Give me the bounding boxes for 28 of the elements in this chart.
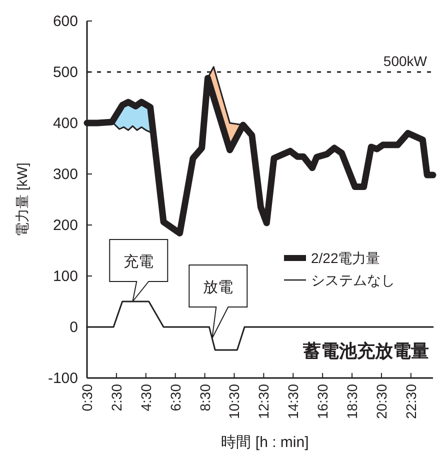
x-tick-label: 22:30 (402, 384, 419, 420)
legend-label: 2/22電力量 (311, 250, 380, 266)
x-tick-label: 8:30 (196, 384, 213, 412)
x-tick-label: 10:30 (226, 384, 242, 420)
y-tick-label: 600 (52, 13, 78, 30)
x-tick-label: 16:30 (314, 384, 331, 420)
x-tick-label: 2:30 (108, 384, 124, 412)
x-axis-title: 時間 [h : min] (221, 434, 309, 451)
x-tick-label: 14:30 (285, 384, 302, 420)
x-tick-label: 4:30 (138, 384, 154, 412)
x-tick-label: 0:30 (79, 384, 95, 412)
y-tick-label: 400 (52, 115, 78, 132)
y-tick-label: 200 (52, 217, 78, 234)
y-tick-label: 300 (52, 166, 78, 183)
x-tick-label: 6:30 (167, 384, 184, 412)
x-tick-label: 12:30 (256, 384, 272, 420)
y-tick-label: 0 (70, 319, 78, 336)
ref-line-label: 500kW (383, 53, 428, 69)
y-tick-label: 100 (52, 268, 78, 285)
annotation: 充電 (124, 254, 154, 270)
series-label: 蓄電池充放電量 (302, 341, 429, 361)
y-tick-label: 500 (52, 64, 78, 81)
legend-label: システムなし (311, 272, 395, 288)
x-tick-label: 18:30 (344, 384, 360, 420)
y-tick-label: -100 (48, 370, 78, 387)
x-tick-label: 20:30 (373, 384, 390, 420)
y-axis-title: 電力量 [kW] (14, 162, 30, 236)
annotation: 放電 (203, 279, 234, 296)
